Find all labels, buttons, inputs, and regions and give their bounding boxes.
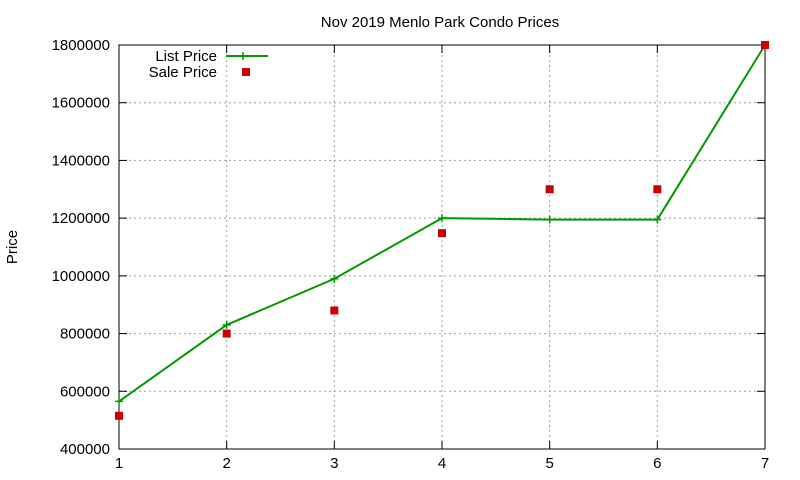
- list-price-point: [653, 215, 662, 224]
- sale-price-point: [653, 185, 662, 194]
- y-tick-label: 1400000: [52, 152, 110, 169]
- y-tick-label: 400000: [60, 441, 110, 458]
- x-tick-label: 6: [653, 455, 661, 472]
- chart-title: Nov 2019 Menlo Park Condo Prices: [321, 14, 559, 31]
- sale-price-point: [330, 306, 339, 315]
- y-tick-label: 1200000: [52, 210, 110, 227]
- list-price-point: [545, 215, 554, 224]
- y-tick-label: 800000: [60, 326, 110, 343]
- list-price-point: [115, 397, 123, 406]
- sale-price-point: [438, 229, 446, 238]
- y-tick-label: 1000000: [52, 268, 110, 285]
- grid-lines: [119, 45, 765, 449]
- y-tick-label: 600000: [60, 383, 110, 400]
- sale-price-point: [115, 411, 123, 420]
- list-price-point: [330, 274, 339, 283]
- y-tick-label: 1600000: [52, 95, 110, 112]
- sale-price-point: [761, 41, 769, 49]
- list-price-point: [438, 214, 446, 223]
- y-axis-label: Price: [4, 230, 21, 264]
- legend-label-sale-price: Sale Price: [149, 64, 217, 81]
- x-tick-label: 7: [761, 455, 769, 472]
- sale-price-point: [545, 185, 554, 194]
- axis-ticks: 400000 600000 800000 1000000 1200000 1400000 1…: [52, 37, 770, 472]
- y-tick-label: 1800000: [52, 37, 110, 54]
- list-price-point: [222, 320, 231, 329]
- legend-label-list-price: List Price: [155, 48, 217, 65]
- x-tick-label: 1: [115, 455, 123, 472]
- x-tick-label: 3: [330, 455, 338, 472]
- sale-price-point: [222, 329, 231, 338]
- data-series: [115, 41, 769, 420]
- x-tick-label: 2: [222, 455, 230, 472]
- list-price-line: [118, 44, 766, 403]
- legend-swatch-sale-price: [242, 68, 250, 76]
- x-tick-label: 5: [545, 455, 553, 472]
- x-tick-label: 4: [438, 455, 446, 472]
